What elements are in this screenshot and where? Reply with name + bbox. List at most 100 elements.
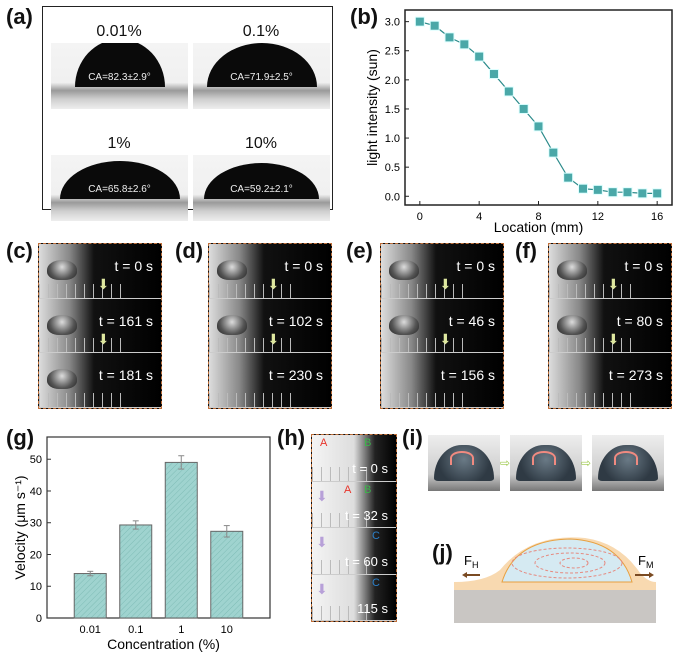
down-arrow-icon: ⬇ <box>97 276 110 292</box>
merge-frame: t = 60 s ⬇ C <box>312 528 396 575</box>
y-tick-label: 50 <box>30 454 42 466</box>
y-tick-label: 0.5 <box>385 162 400 174</box>
sequence-frame: t = 0 s ⬇ <box>381 244 503 299</box>
data-point <box>489 69 499 80</box>
droplet <box>389 314 419 335</box>
ruler-ticks <box>39 338 125 353</box>
y-axis-label: light intensity (sun) <box>364 49 380 166</box>
contact-angle-value: CA=71.9±2.5° <box>230 72 293 83</box>
ruler-ticks <box>381 392 467 407</box>
y-tick-label: 40 <box>30 486 42 498</box>
right-arrow-icon: ⇨ <box>581 456 592 470</box>
ruler-ticks <box>381 283 467 298</box>
fm-label: FM <box>638 553 653 570</box>
y-tick-label: 2.0 <box>385 75 400 87</box>
data-point <box>548 147 559 158</box>
panel-label-b: (b) <box>350 4 379 29</box>
down-arrow-icon: ⬇ <box>267 330 280 347</box>
ruler-ticks <box>312 559 371 574</box>
bar <box>73 573 107 619</box>
rotation-arrow-icon <box>532 451 556 465</box>
marangoni-flow-diagram: FH FM <box>454 537 656 623</box>
x-tick-label: 8 <box>535 211 541 223</box>
data-point <box>578 183 588 194</box>
ruler-ticks <box>381 338 467 353</box>
contact-angle-value: CA=82.3±2.9° <box>88 72 151 83</box>
concentration-label: 10% <box>244 135 278 152</box>
fh-label: FH <box>464 553 478 570</box>
sequence-frame: t = 156 s <box>381 353 503 408</box>
time-label: t = 0 s <box>624 258 663 274</box>
droplet <box>501 538 633 583</box>
ruler-ticks <box>209 392 295 407</box>
ruler-ticks <box>312 606 371 620</box>
ruler-ticks <box>549 392 635 407</box>
rotation-arrow-icon <box>614 451 638 465</box>
time-label: 115 s <box>357 600 388 616</box>
rotation-frame-2 <box>510 435 582 491</box>
down-arrow-icon: ⬇ <box>607 276 620 292</box>
ruler-ticks <box>312 513 371 527</box>
droplet <box>217 260 247 280</box>
data-point <box>444 32 455 43</box>
droplet <box>217 314 247 335</box>
contact-angle-value: CA=65.8±2.6° <box>88 184 151 195</box>
time-label: t = 46 s <box>448 312 495 329</box>
y-tick-label: 30 <box>30 518 42 530</box>
droplet-label-c: C <box>372 530 380 542</box>
panel-label-j: (j) <box>432 540 453 565</box>
sequence-frame: t = 161 s ⬇ <box>39 298 161 354</box>
ruler-ticks <box>549 283 635 298</box>
x-tick-label: 0.1 <box>128 624 143 636</box>
y-tick-label: 3.0 <box>385 17 400 29</box>
x-tick-label: 12 <box>592 211 604 223</box>
data-point <box>503 86 514 97</box>
droplet <box>74 43 165 87</box>
y-tick-label: 20 <box>30 549 42 561</box>
panel-label-i: (i) <box>402 425 423 450</box>
panel-label-c: (c) <box>6 238 33 263</box>
merge-frame: 115 s ⬇ C <box>312 574 396 621</box>
drop-sequence-c: t = 0 s ⬇ t = 161 s ⬇ t = 181 s <box>38 243 162 409</box>
y-tick-label: 2.5 <box>385 46 400 58</box>
ruler-ticks <box>549 338 635 353</box>
drop-sequence-e: t = 0 s ⬇ t = 46 s ⬇ t = 156 s <box>380 243 504 409</box>
sequence-frame: t = 80 s ⬇ <box>549 298 671 354</box>
down-arrow-icon: ⬇ <box>97 330 110 347</box>
time-label: t = 230 s <box>268 367 323 384</box>
sequence-frame: t = 230 s <box>209 353 331 408</box>
y-tick-label: 1.5 <box>385 104 400 116</box>
panel-label-h: (h) <box>277 425 306 450</box>
x-tick-label: 10 <box>221 624 233 636</box>
droplet-label-b: B <box>364 483 372 496</box>
sequence-frame: t = 102 s ⬇ <box>209 298 331 354</box>
down-arrow-icon: ⬇ <box>316 487 328 504</box>
droplet <box>47 369 77 390</box>
ruler-ticks <box>209 338 295 353</box>
time-label: t = 0 s <box>284 258 323 274</box>
concentration-label: 1% <box>107 135 131 152</box>
time-label: t = 181 s <box>98 367 153 384</box>
y-tick-label: 10 <box>30 581 42 593</box>
bar <box>164 461 198 619</box>
sequence-frame: t = 0 s ⬇ <box>39 244 161 299</box>
data-point <box>592 184 603 195</box>
x-axis-label: Concentration (%) <box>107 636 220 652</box>
time-label: t = 60 s <box>345 554 388 569</box>
droplet-label-c: C <box>372 576 380 589</box>
droplet-label-b: B <box>364 437 372 449</box>
substrate <box>454 590 656 623</box>
data-point <box>607 187 618 198</box>
data-point <box>429 20 440 31</box>
ruler-ticks <box>39 392 125 407</box>
time-label: t = 0 s <box>456 258 495 274</box>
right-arrow-icon: ⇨ <box>500 456 511 470</box>
x-tick-label: 0 <box>417 211 423 223</box>
time-label: t = 0 s <box>114 258 153 274</box>
droplet <box>47 314 77 335</box>
panel-label-e: (e) <box>346 238 373 263</box>
down-arrow-icon: ⬇ <box>439 330 452 347</box>
droplet <box>557 314 587 335</box>
